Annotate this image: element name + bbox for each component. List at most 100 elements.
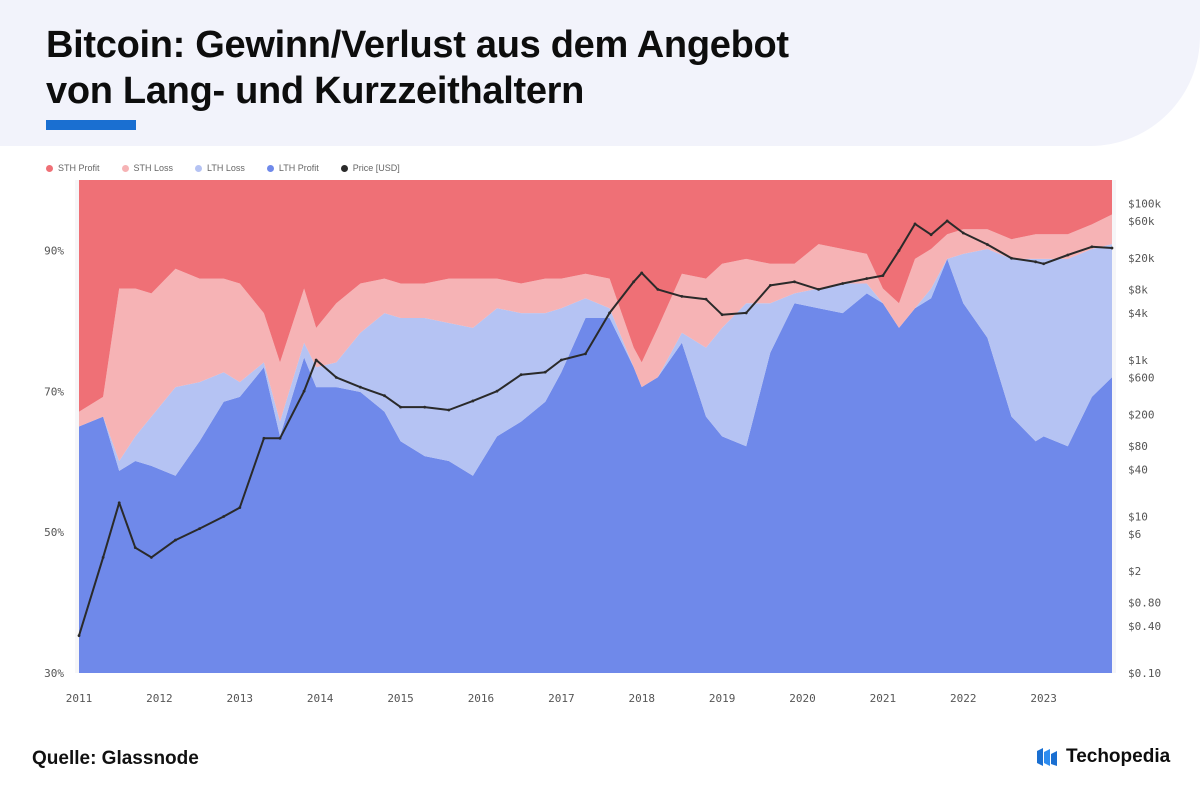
price-point [1034,260,1038,264]
area-sth-loss [79,214,1112,461]
price-point [1010,256,1013,260]
y-tick-right: $0.10 [1128,667,1161,680]
price-point [897,249,901,253]
y-tick-right: $600 [1128,371,1155,384]
price-point [680,295,684,298]
page-title: Bitcoin: Gewinn/Verlust aus dem Angebot … [46,22,1046,114]
price-point [495,389,499,393]
y-tick-right: $10 [1128,511,1148,524]
legend-dot [340,164,348,172]
y-tick-left: 30% [44,667,64,680]
price-point [222,515,226,518]
price-point [865,277,869,280]
y-tick-left: 50% [44,526,64,539]
price-point [929,233,933,237]
price-point [198,527,201,531]
x-tick: 2022 [950,692,977,705]
price-point [314,358,318,362]
y-tick-right: $40 [1128,463,1148,476]
price-point [174,538,177,542]
price-point [961,231,965,235]
price-point [768,283,772,287]
price-point [101,556,105,559]
price-point [302,389,306,393]
x-tick: 2017 [548,692,575,705]
y-tick-right: $20k [1128,252,1155,265]
price-point [608,311,611,315]
area-lth-loss [79,244,1112,476]
price-point [913,222,917,226]
source-note: Quelle: Glassnode [32,748,199,769]
x-tick: 2023 [1030,692,1057,705]
price-point [471,399,475,403]
y-tick-right: $200 [1128,409,1155,422]
header-background [0,0,1200,146]
price-point [559,358,563,362]
price-point [1042,262,1046,266]
legend-label: Price [USD] [352,163,400,173]
price-point [1066,253,1070,257]
price-point [584,352,587,356]
x-tick: 2014 [307,692,334,705]
y-tick-right: $60k [1128,215,1155,228]
price-point [383,394,386,398]
x-tick: 2019 [709,692,736,705]
y-tick-right: $6 [1128,528,1141,541]
legend-item-lth-loss: LTH Loss [195,160,245,176]
price-point [149,556,153,559]
y-tick-right: $0.80 [1128,596,1161,609]
price-point [1090,245,1094,249]
price-point [632,280,636,284]
legend-dot [195,164,203,172]
price-point [881,274,885,277]
price-point [278,436,282,440]
price-point [640,271,644,275]
legend-dot [266,164,274,172]
price-point [704,297,708,301]
price-point [133,546,137,550]
price-point [720,313,724,317]
x-tick: 2011 [66,692,93,705]
legend-item-lth-profit: LTH Profit [266,160,319,176]
legend-item-sth-loss: STH Loss [121,160,173,176]
legend-item-price-usd: Price [USD] [340,160,400,176]
title-line-1: Bitcoin: Gewinn/Verlust aus dem Angebot [46,24,789,66]
legend-dot [46,164,53,172]
price-point [238,506,242,510]
legend-label: LTH Profit [278,163,319,173]
price-point [117,501,121,505]
x-tick: 2013 [227,692,254,705]
price-point [399,405,402,409]
legend-label: LTH Loss [207,163,245,173]
x-tick: 2015 [387,692,414,705]
y-tick-left: 70% [44,385,64,398]
y-tick-right: $8k [1128,283,1148,296]
price-point [423,405,427,409]
price-point [519,373,523,377]
chart-legend: STH Profit STH Loss LTH Loss LTH Profit Pric… [46,160,400,176]
legend-item-sth-profit: STH Profit [46,160,100,176]
price-point [1110,246,1114,250]
price-point [985,243,989,246]
price-point [656,287,660,291]
price-point [334,375,338,379]
title-accent-bar [46,120,136,130]
x-tick: 2012 [146,692,173,705]
title-line-2: von Lang- und Kurzzeithaltern [46,70,585,112]
brand: Techopedia [1036,746,1170,768]
y-tick-right: $100k [1128,198,1161,211]
brand-name: Techopedia [1066,746,1171,767]
price-point [744,311,748,315]
y-tick-right: $1k [1128,354,1148,367]
price-point [841,282,845,285]
x-tick: 2020 [789,692,816,705]
x-tick: 2018 [628,692,655,705]
price-point [817,287,820,291]
x-tick: 2016 [468,692,495,705]
price-point [77,634,81,638]
legend-label: STH Profit [58,163,100,173]
y-tick-right: $4k [1128,307,1148,320]
price-point [447,408,451,412]
price-point [793,280,796,284]
legend-dot [121,164,129,172]
